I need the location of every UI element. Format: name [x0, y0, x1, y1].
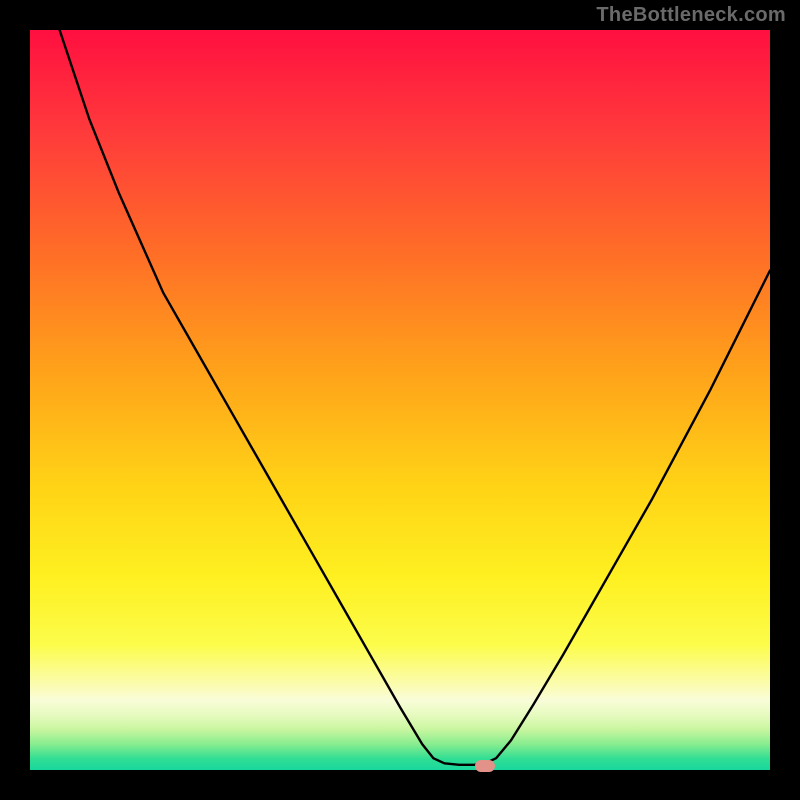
chart-frame: TheBottleneck.com	[0, 0, 800, 800]
plot-svg	[30, 30, 770, 770]
plot-area	[30, 30, 770, 770]
watermark-text: TheBottleneck.com	[596, 4, 786, 27]
optimum-marker	[475, 760, 495, 772]
plot-background	[30, 30, 770, 770]
